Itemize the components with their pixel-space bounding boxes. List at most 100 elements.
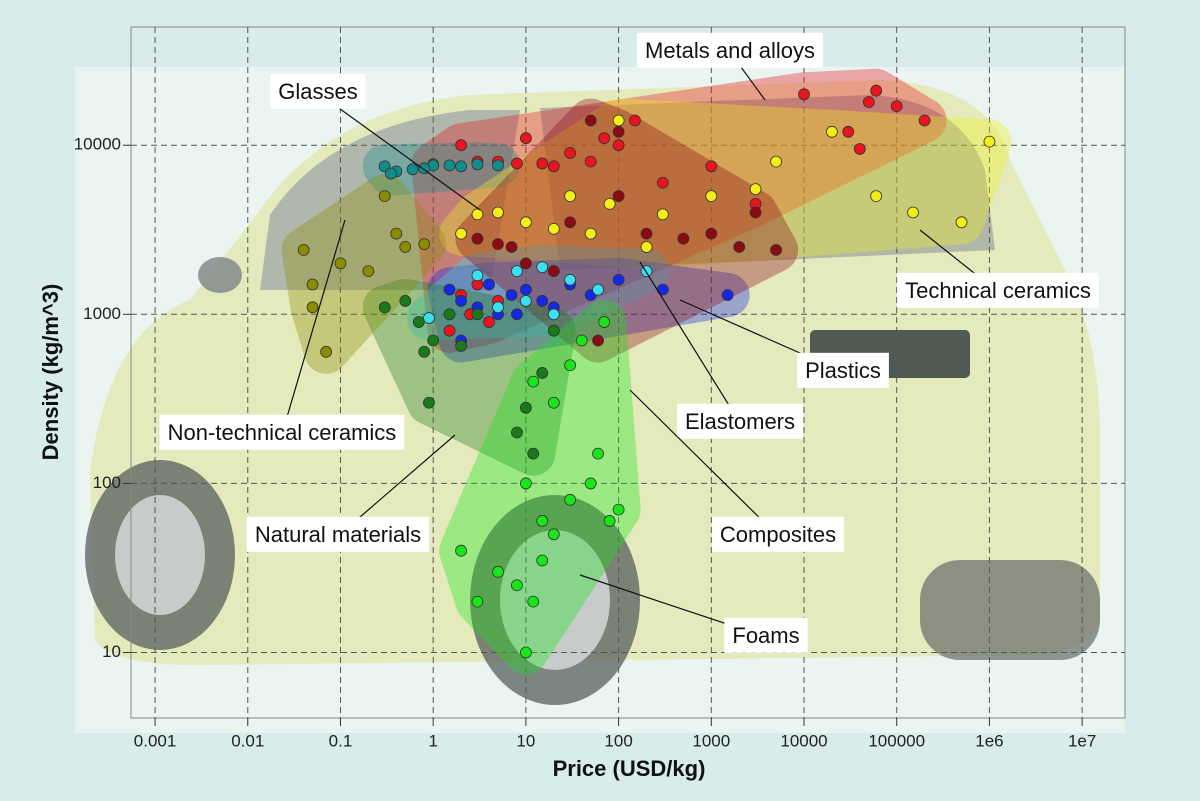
point: [443, 324, 456, 337]
point: [592, 447, 604, 460]
point: [443, 308, 456, 321]
point: [471, 158, 484, 171]
y-tick-label: 1000: [83, 304, 121, 323]
x-tick-label: 100: [604, 731, 632, 750]
point: [519, 257, 532, 270]
x-tick-label: 10: [516, 731, 535, 750]
point: [527, 595, 540, 608]
family-label: Plastics: [805, 358, 881, 383]
point: [519, 295, 532, 307]
point: [584, 477, 597, 490]
label-box: [270, 73, 366, 109]
x-tick-label: 1000: [692, 731, 730, 750]
y-tick-label: 10000: [74, 135, 121, 154]
point: [870, 84, 883, 97]
point: [842, 125, 855, 138]
point: [471, 269, 484, 282]
x-tick-label: 0.001: [134, 731, 177, 750]
point: [423, 396, 435, 409]
point: [492, 565, 504, 578]
point: [705, 227, 718, 240]
point: [592, 334, 604, 347]
label-box: [637, 32, 823, 68]
point: [536, 554, 549, 567]
point: [511, 579, 523, 592]
point: [640, 227, 653, 240]
y-tick-label: 100: [93, 473, 121, 492]
point: [511, 157, 523, 170]
point: [733, 241, 746, 253]
point: [853, 143, 866, 155]
point: [749, 206, 762, 219]
point: [598, 132, 611, 145]
point: [443, 159, 456, 172]
point: [592, 283, 604, 296]
x-tick-label: 0.01: [231, 731, 264, 750]
label-box: [897, 272, 1099, 308]
x-tick-label: 100000: [868, 731, 925, 750]
point: [603, 515, 616, 527]
point: [983, 135, 996, 148]
point: [385, 167, 397, 180]
family-label: Glasses: [278, 79, 357, 104]
point: [547, 324, 560, 337]
point: [547, 265, 560, 278]
point: [519, 477, 532, 490]
point: [378, 301, 391, 314]
x-tick-label: 1: [428, 731, 437, 750]
family-label: Composites: [720, 522, 836, 547]
leader-line: [317, 92, 481, 211]
point: [519, 132, 532, 145]
point: [870, 190, 883, 203]
point: [598, 316, 611, 328]
point: [483, 316, 495, 328]
point: [471, 232, 484, 245]
point: [547, 528, 560, 541]
point: [612, 190, 625, 203]
point: [511, 308, 523, 321]
family-label: Non-technical ceramics: [168, 420, 397, 445]
point: [399, 295, 412, 307]
point: [492, 238, 504, 251]
family-label: Elastomers: [685, 409, 795, 434]
point: [519, 646, 532, 659]
point: [297, 244, 310, 256]
point: [471, 208, 484, 221]
point: [547, 396, 560, 409]
point: [826, 125, 838, 138]
point: [390, 227, 403, 240]
point: [334, 257, 347, 270]
point: [612, 503, 625, 516]
point: [362, 265, 375, 278]
annotations: Metals and alloys Glasses Technical cerami…: [159, 32, 1099, 653]
point: [603, 197, 616, 210]
point: [564, 147, 577, 159]
point: [918, 114, 931, 127]
label-box: [159, 414, 405, 450]
point: [547, 222, 560, 235]
point: [519, 216, 532, 229]
point: [455, 544, 467, 557]
point: [536, 515, 549, 527]
point: [721, 289, 734, 301]
x-axis-title: Price (USD/kg): [553, 756, 706, 781]
point: [564, 273, 577, 286]
point: [955, 216, 968, 229]
point: [564, 493, 577, 506]
point: [575, 334, 588, 347]
label-box: [676, 403, 804, 439]
leader-line: [281, 219, 346, 435]
point: [527, 375, 540, 388]
x-tick-label: 10000: [780, 731, 827, 750]
point: [612, 273, 625, 286]
envelope-shape: [406, 245, 669, 341]
point: [536, 367, 549, 379]
point: [492, 206, 504, 219]
point: [640, 241, 653, 253]
point: [423, 312, 435, 324]
label-box: [724, 617, 808, 653]
label-box: [711, 516, 845, 552]
point: [511, 426, 523, 439]
point: [505, 241, 518, 253]
car-photo: [75, 67, 1125, 733]
